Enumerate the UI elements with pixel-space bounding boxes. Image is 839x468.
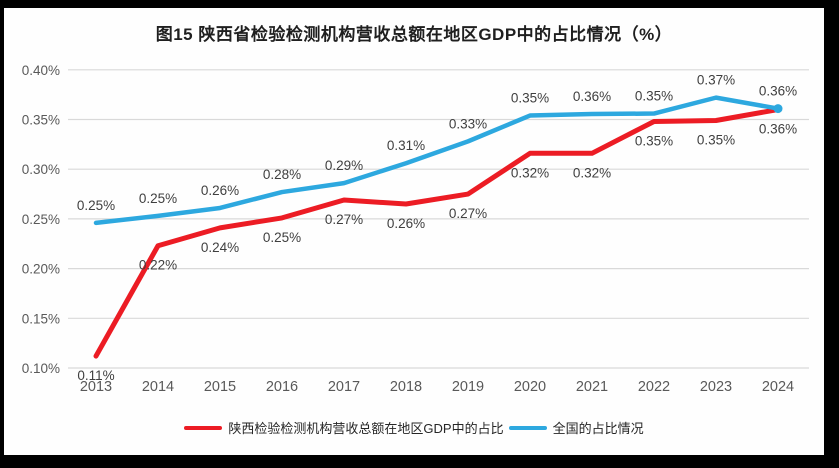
chart-canvas: 图15 陕西省检验检测机构营收总额在地区GDP中的占比情况（%） 0.10% 0.… xyxy=(4,8,824,455)
legend-label-shaanxi: 陕西检验检测机构营收总额在地区GDP中的占比 xyxy=(228,421,504,436)
data-label: 0.32% xyxy=(511,165,549,180)
data-label: 0.36% xyxy=(759,122,797,137)
x-tick-label: 2022 xyxy=(638,379,670,395)
data-label: 0.29% xyxy=(325,158,363,173)
data-label: 0.36% xyxy=(759,84,797,99)
data-label: 0.24% xyxy=(201,240,239,255)
legend-item-shaanxi: 陕西检验检测机构营收总额在地区GDP中的占比 xyxy=(184,418,504,437)
legend-item-national: 全国的占比情况 xyxy=(508,418,644,437)
x-tick-label: 2024 xyxy=(762,379,794,395)
data-label: 0.27% xyxy=(449,206,487,221)
data-label: 0.31% xyxy=(387,138,425,153)
data-label: 0.37% xyxy=(697,73,735,88)
data-label: 0.26% xyxy=(387,216,425,231)
data-label: 0.25% xyxy=(77,198,115,213)
data-label: 0.28% xyxy=(263,167,301,182)
x-tick-label: 2016 xyxy=(266,379,298,395)
series-end-marker xyxy=(773,104,783,114)
data-label: 0.22% xyxy=(139,258,177,273)
x-tick-label: 2015 xyxy=(204,379,236,395)
data-label: 0.35% xyxy=(635,89,673,104)
y-tick-label: 0.15% xyxy=(22,311,60,326)
data-label: 0.11% xyxy=(77,368,114,383)
data-label: 0.25% xyxy=(263,230,301,245)
line-chart: 0.10% 0.15% 0.20% 0.25% 0.30% 0.35% 0.40% 2013 2… xyxy=(22,63,809,395)
data-label: 0.33% xyxy=(449,116,487,131)
y-tick-label: 0.20% xyxy=(22,262,60,277)
data-label: 0.36% xyxy=(573,89,611,104)
y-tick-label: 0.25% xyxy=(22,212,60,227)
data-label: 0.27% xyxy=(325,212,363,227)
y-tick-label: 0.10% xyxy=(22,361,60,376)
shaanxi-line-swatch-icon xyxy=(184,425,223,430)
x-tick-label: 2019 xyxy=(452,379,484,395)
x-tick-label: 2014 xyxy=(142,379,174,395)
national-line-swatch-icon xyxy=(508,425,547,430)
chart-title: 图15 陕西省检验检测机构营收总额在地区GDP中的占比情况（%） xyxy=(155,25,673,44)
data-label: 0.26% xyxy=(201,183,239,198)
data-label: 0.35% xyxy=(697,132,735,147)
data-label: 0.35% xyxy=(511,91,549,106)
y-tick-label: 0.40% xyxy=(22,63,60,78)
series-line-shaanxi xyxy=(93,107,781,359)
chart-legend: 陕西检验检测机构营收总额在地区GDP中的占比 全国的占比情况 xyxy=(4,418,824,437)
x-tick-label: 2013 xyxy=(80,379,112,395)
x-tick-label: 2021 xyxy=(576,379,608,395)
x-tick-label: 2017 xyxy=(328,379,360,395)
x-tick-label: 2018 xyxy=(390,379,422,395)
data-label: 0.35% xyxy=(635,133,673,148)
y-tick-label: 0.30% xyxy=(22,162,60,177)
x-tick-label: 2023 xyxy=(700,379,732,395)
data-label: 0.32% xyxy=(573,165,611,180)
series-line-national xyxy=(93,95,781,226)
legend-label-national: 全国的占比情况 xyxy=(552,421,644,436)
y-tick-label: 0.35% xyxy=(22,113,60,128)
x-tick-label: 2020 xyxy=(514,379,546,395)
data-label: 0.25% xyxy=(139,191,177,206)
